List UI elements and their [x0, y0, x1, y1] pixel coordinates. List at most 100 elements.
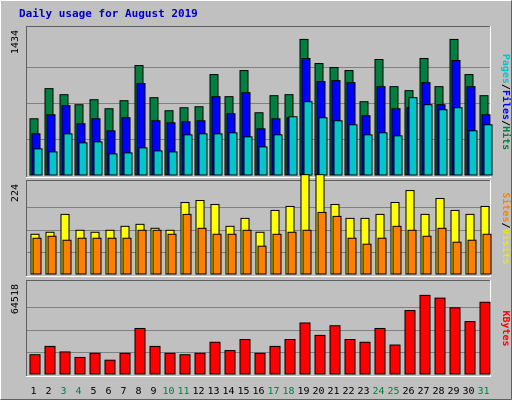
- bar-pages-day-19: [303, 101, 313, 176]
- bar-kbytes-day-12: [194, 352, 206, 375]
- bar-kbytes-day-6: [104, 359, 116, 375]
- bar-sites-day-31: [482, 233, 492, 275]
- bar-sites-day-8: [137, 229, 147, 275]
- bar-kbytes-day-17: [269, 345, 281, 375]
- y-axis-max-label: 64518: [10, 284, 21, 314]
- bar-pages-day-9: [153, 150, 163, 176]
- bar-sites-day-15: [242, 229, 252, 275]
- bars-kbytes: [29, 294, 491, 375]
- bar-pages-day-12: [198, 133, 208, 176]
- x-tick-label: 8: [135, 386, 141, 397]
- panel-visits: 224 Sites/Visits: [10, 174, 512, 277]
- x-tick-label: 13: [207, 386, 219, 397]
- x-tick-label: 2: [45, 386, 51, 397]
- bar-kbytes-day-1: [29, 354, 41, 375]
- bar-pages-day-6: [108, 153, 118, 176]
- x-tick-label: 12: [192, 386, 204, 397]
- bar-sites-day-4: [77, 237, 87, 275]
- x-tick-label: 3: [60, 386, 66, 397]
- bar-sites-day-22: [347, 237, 357, 275]
- x-tick-label: 27: [417, 386, 429, 397]
- bar-pages-day-24: [378, 132, 388, 176]
- bar-pages-day-15: [243, 136, 253, 176]
- bar-pages-day-17: [273, 134, 283, 176]
- bar-pages-day-3: [63, 133, 73, 176]
- bar-pages-day-29: [453, 107, 463, 176]
- bar-kbytes-day-15: [239, 339, 251, 375]
- legend-label-1: /: [500, 84, 511, 90]
- bar-sites-day-26: [407, 229, 417, 275]
- y-axis-max-label: 224: [10, 184, 21, 202]
- bar-kbytes-day-20: [314, 334, 326, 375]
- chart-title: Daily usage for August 2019: [19, 7, 198, 20]
- bar-pages-day-22: [348, 124, 358, 176]
- bar-sites-day-20: [317, 211, 327, 275]
- bar-pages-day-4: [78, 142, 88, 176]
- bar-kbytes-day-8: [134, 327, 146, 375]
- bar-pages-day-5: [93, 141, 103, 176]
- bar-sites-day-16: [257, 245, 267, 275]
- bar-pages-day-8: [138, 147, 148, 176]
- x-tick-label: 16: [252, 386, 264, 397]
- bar-kbytes-day-31: [479, 301, 491, 375]
- bar-sites-day-25: [392, 225, 402, 275]
- bar-sites-day-9: [152, 229, 162, 275]
- bar-sites-day-17: [272, 233, 282, 275]
- x-tick-label: 23: [357, 386, 369, 397]
- bar-pages-day-31: [483, 124, 493, 176]
- x-axis-labels: 1 2 3 4 5 6 7 8 9 10 11 12 13 14 15 16 17 18 19 20 21 22 23 24 2…: [30, 386, 489, 397]
- bar-sites-day-21: [332, 215, 342, 275]
- bar-kbytes-day-19: [299, 322, 311, 375]
- bar-sites-day-1: [32, 237, 42, 275]
- legend-label-2: Visits: [500, 229, 512, 265]
- x-tick-label: 31: [477, 386, 489, 397]
- bar-sites-day-2: [47, 235, 57, 275]
- bar-kbytes-day-13: [209, 341, 221, 375]
- bar-kbytes-day-26: [404, 310, 416, 375]
- bar-kbytes-day-22: [344, 339, 356, 375]
- x-tick-label: 30: [462, 386, 474, 397]
- bar-sites-day-3: [62, 239, 72, 275]
- x-tick-label: 10: [162, 386, 174, 397]
- bar-kbytes-day-3: [59, 351, 71, 375]
- right-legend: KBytes: [500, 310, 511, 346]
- bars-hits: [29, 38, 493, 176]
- bar-kbytes-day-10: [164, 352, 176, 375]
- bar-sites-day-10: [167, 233, 177, 275]
- bar-sites-day-13: [212, 233, 222, 275]
- bar-sites-day-14: [227, 233, 237, 275]
- legend-label-0: Pages: [500, 54, 511, 84]
- x-tick-label: 5: [90, 386, 96, 397]
- x-tick-label: 18: [282, 386, 294, 397]
- x-tick-label: 25: [387, 386, 399, 397]
- bar-sites-day-29: [452, 241, 462, 275]
- bar-kbytes-day-7: [119, 352, 131, 375]
- bar-sites-day-12: [197, 227, 207, 275]
- legend-label-0: Sites: [500, 192, 512, 222]
- bar-pages-day-18: [288, 116, 298, 176]
- bar-kbytes-day-25: [389, 344, 401, 375]
- x-tick-label: 14: [222, 386, 234, 397]
- bar-kbytes-day-29: [449, 307, 461, 375]
- bar-kbytes-day-2: [44, 345, 56, 375]
- bar-sites-day-28: [437, 227, 447, 275]
- x-tick-label: 24: [372, 386, 384, 397]
- x-tick-label: 15: [237, 386, 249, 397]
- x-tick-label: 11: [177, 386, 189, 397]
- bar-pages-day-27: [423, 104, 433, 176]
- bar-kbytes-day-9: [149, 345, 161, 375]
- bar-pages-day-11: [183, 134, 193, 176]
- bar-kbytes-day-27: [419, 294, 431, 375]
- bar-sites-day-5: [92, 237, 102, 275]
- x-tick-label: 1: [30, 386, 36, 397]
- x-tick-label: 26: [402, 386, 414, 397]
- bar-sites-day-27: [422, 235, 432, 275]
- right-legend: Pages/Files/Hits: [500, 54, 512, 150]
- bar-kbytes-day-28: [434, 297, 446, 375]
- legend-label-2: Files: [500, 90, 512, 120]
- x-tick-label: 20: [312, 386, 324, 397]
- bar-pages-day-25: [393, 135, 403, 176]
